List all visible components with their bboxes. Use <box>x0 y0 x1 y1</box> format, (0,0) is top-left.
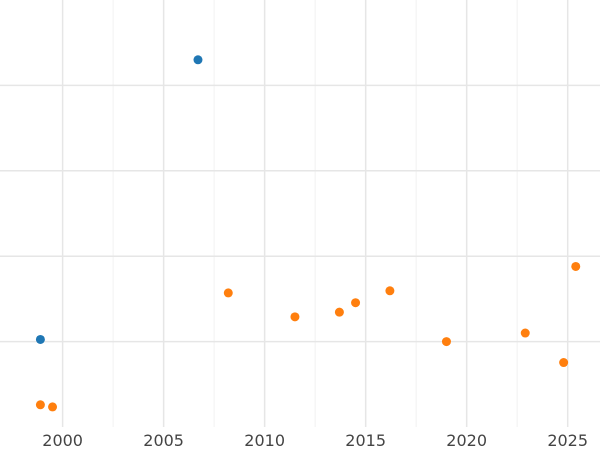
x-tick-label: 2010 <box>244 431 285 450</box>
data-point-series-2-1 <box>35 400 45 410</box>
x-tick-label: 2000 <box>42 431 83 450</box>
points-layer <box>35 55 581 412</box>
data-point-series-2-6 <box>351 298 361 308</box>
data-point-series-2-5 <box>334 307 344 317</box>
x-axis: 2000 2005 2010 2015 2020 2025 <box>42 431 588 450</box>
grid-layer <box>0 0 600 427</box>
data-point-series-2-3 <box>223 288 233 298</box>
data-point-series-2-7 <box>385 286 395 296</box>
data-point-series-2-9 <box>520 328 530 338</box>
data-point-series-2-10 <box>559 358 569 368</box>
data-point-series-2-8 <box>441 337 451 347</box>
data-point-series-1-2 <box>35 334 45 344</box>
x-tick-label: 2025 <box>547 431 588 450</box>
data-point-series-2-11 <box>571 261 581 271</box>
data-point-series-1-1 <box>193 55 203 65</box>
x-tick-label: 2005 <box>143 431 184 450</box>
data-point-series-2-2 <box>48 402 58 412</box>
x-tick-label: 2015 <box>345 431 386 450</box>
data-point-series-2-4 <box>290 312 300 322</box>
x-tick-label: 2020 <box>446 431 487 450</box>
